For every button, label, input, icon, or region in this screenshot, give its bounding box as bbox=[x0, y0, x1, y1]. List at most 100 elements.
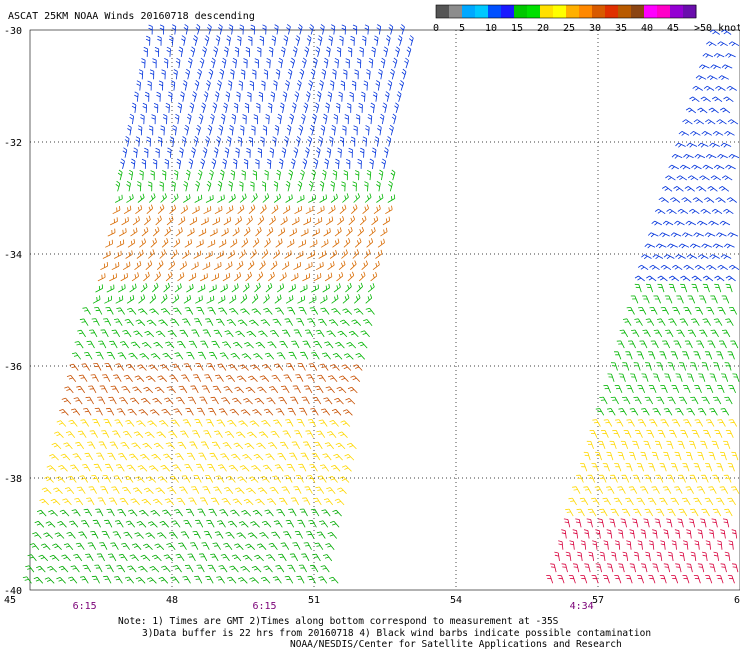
wind-barb bbox=[356, 282, 363, 293]
wind-barb bbox=[588, 551, 594, 561]
wind-barb bbox=[311, 169, 316, 181]
wind-barb bbox=[361, 91, 366, 102]
wind-barb bbox=[217, 180, 223, 192]
wind-barb bbox=[197, 284, 206, 293]
wind-barb bbox=[640, 451, 648, 461]
wind-barb bbox=[637, 385, 646, 394]
wind-barb bbox=[667, 362, 675, 371]
wind-barb bbox=[38, 554, 49, 562]
wind-barb bbox=[724, 131, 735, 136]
wind-barb bbox=[696, 220, 708, 226]
wind-barb bbox=[235, 330, 245, 338]
wind-barb bbox=[372, 260, 380, 271]
wind-barb bbox=[247, 260, 255, 270]
wind-barb bbox=[216, 576, 225, 584]
wind-barb bbox=[265, 453, 275, 461]
wind-barb bbox=[680, 275, 691, 282]
wind-barb bbox=[359, 147, 365, 158]
wind-barb bbox=[316, 91, 322, 102]
wind-barb bbox=[676, 295, 684, 304]
wind-barb bbox=[311, 352, 320, 360]
wind-barb bbox=[607, 408, 616, 416]
wind-barb bbox=[219, 68, 225, 80]
wind-barb bbox=[117, 352, 127, 360]
wind-barb bbox=[335, 102, 341, 113]
wind-barb bbox=[43, 532, 53, 539]
wind-barb bbox=[172, 307, 182, 315]
wind-barb bbox=[137, 364, 147, 371]
wind-barb bbox=[682, 351, 690, 360]
wind-barb bbox=[200, 273, 208, 282]
wind-barb bbox=[286, 239, 295, 248]
wind-barb bbox=[100, 262, 108, 271]
scale-swatch bbox=[488, 5, 502, 18]
wind-barb bbox=[46, 465, 57, 472]
wind-barb bbox=[643, 440, 651, 450]
wind-barb bbox=[600, 430, 609, 438]
wind-barb bbox=[215, 475, 225, 483]
wind-barb bbox=[226, 576, 237, 584]
wind-barb bbox=[70, 408, 81, 416]
wind-barb bbox=[312, 57, 318, 69]
wind-barb bbox=[731, 529, 738, 539]
wind-barb bbox=[314, 385, 324, 394]
wind-barb bbox=[240, 69, 246, 80]
wind-barb bbox=[86, 497, 95, 506]
wind-barb bbox=[180, 205, 188, 215]
latitude-label: -38 bbox=[4, 474, 22, 485]
wind-barb bbox=[158, 576, 169, 584]
wind-barb bbox=[207, 124, 213, 136]
wind-barb bbox=[53, 487, 63, 494]
wind-barb bbox=[101, 531, 110, 539]
wind-barb bbox=[329, 576, 339, 584]
wind-barb bbox=[182, 318, 191, 326]
wind-barb bbox=[237, 476, 247, 483]
wind-barb bbox=[342, 125, 347, 136]
wind-barb bbox=[251, 565, 262, 573]
wind-barb bbox=[262, 364, 272, 371]
wind-barb bbox=[256, 543, 267, 550]
wind-barb bbox=[128, 169, 134, 181]
wind-barb bbox=[309, 24, 314, 35]
wind-barb bbox=[717, 419, 726, 427]
wind-barb bbox=[304, 486, 313, 494]
wind-barb bbox=[308, 194, 316, 203]
wind-barb bbox=[346, 342, 357, 349]
wind-barb bbox=[722, 518, 730, 528]
wind-barb bbox=[321, 509, 331, 517]
wind-barb bbox=[98, 340, 107, 349]
wind-barb bbox=[193, 318, 203, 326]
wind-barb bbox=[704, 232, 716, 238]
wind-barb bbox=[386, 136, 392, 147]
wind-barb bbox=[278, 396, 288, 405]
wind-barb bbox=[163, 554, 174, 562]
wind-barb bbox=[404, 57, 409, 69]
wind-barb bbox=[149, 308, 159, 315]
wind-barb bbox=[714, 283, 722, 293]
wind-barb bbox=[194, 419, 203, 427]
wind-barb bbox=[674, 486, 683, 494]
wind-barb bbox=[189, 102, 195, 114]
wind-barb bbox=[637, 540, 643, 550]
wind-barb bbox=[148, 193, 156, 203]
wind-barb bbox=[199, 497, 209, 506]
wind-barb bbox=[276, 352, 286, 360]
wind-barb bbox=[168, 260, 176, 271]
wind-barb bbox=[256, 271, 264, 282]
wind-barb bbox=[312, 113, 317, 125]
wind-barb bbox=[186, 452, 196, 461]
wind-barb bbox=[245, 386, 256, 394]
wind-barb bbox=[670, 497, 680, 506]
wind-barb bbox=[659, 232, 670, 238]
wind-barb bbox=[276, 169, 281, 181]
scale-border bbox=[435, 4, 697, 19]
scale-swatch bbox=[644, 5, 658, 18]
wind-barb bbox=[275, 307, 285, 315]
wind-barb bbox=[339, 136, 345, 147]
wind-barb bbox=[307, 136, 313, 147]
wind-barb bbox=[253, 353, 263, 360]
wind-barb bbox=[705, 119, 716, 125]
wind-barb bbox=[343, 69, 348, 80]
wind-barb bbox=[314, 217, 323, 226]
wind-barb bbox=[332, 353, 343, 360]
